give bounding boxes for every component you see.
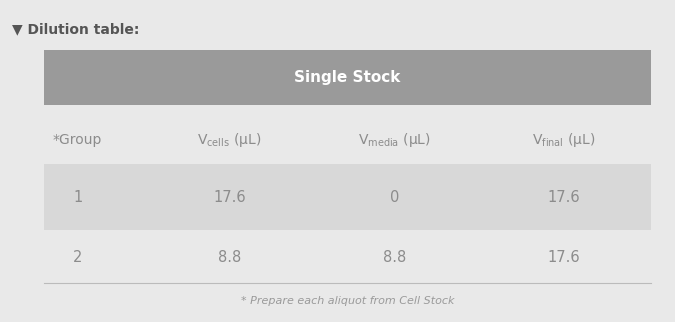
Text: $\mathregular{V_{final}}$ (μL): $\mathregular{V_{final}}$ (μL)	[532, 131, 595, 149]
Text: *Group: *Group	[53, 133, 103, 147]
Text: 2: 2	[73, 250, 82, 265]
Bar	[44, 230, 651, 283]
Text: 17.6: 17.6	[547, 190, 580, 204]
Text: 8.8: 8.8	[383, 250, 406, 265]
Text: 8.8: 8.8	[218, 250, 241, 265]
Text: 1: 1	[73, 190, 82, 204]
Text: 17.6: 17.6	[547, 250, 580, 265]
Bar	[44, 50, 651, 105]
Text: ▼ Dilution table:: ▼ Dilution table:	[12, 23, 140, 36]
Text: 0: 0	[390, 190, 400, 204]
Text: $\mathregular{V_{cells}}$ (μL): $\mathregular{V_{cells}}$ (μL)	[197, 131, 262, 149]
Text: Single Stock: Single Stock	[294, 70, 401, 85]
Text: 17.6: 17.6	[213, 190, 246, 204]
Text: * Prepare each aliquot from Cell Stock: * Prepare each aliquot from Cell Stock	[241, 296, 454, 306]
Text: $\mathregular{V_{media}}$ (μL): $\mathregular{V_{media}}$ (μL)	[358, 131, 431, 149]
Bar	[44, 164, 651, 230]
